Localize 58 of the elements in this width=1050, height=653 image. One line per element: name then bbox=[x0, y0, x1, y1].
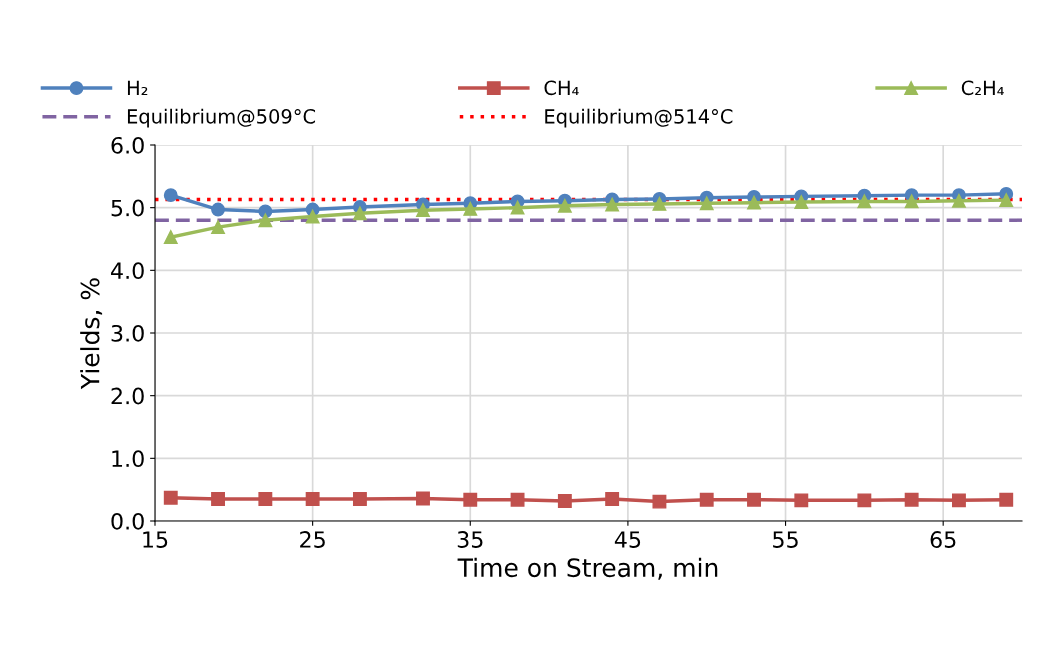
y-tick-label: 3.0 bbox=[111, 324, 144, 342]
point bbox=[416, 491, 430, 506]
point bbox=[352, 492, 367, 507]
y-tick-label: 5.0 bbox=[111, 199, 144, 217]
point bbox=[857, 493, 872, 508]
point bbox=[952, 193, 966, 208]
point bbox=[510, 492, 525, 507]
point bbox=[699, 196, 714, 211]
point bbox=[794, 195, 809, 209]
x-tick-label: 55 bbox=[773, 531, 798, 548]
point bbox=[258, 492, 273, 507]
point bbox=[305, 492, 320, 507]
legend-label: Equilibrium@509°C bbox=[127, 108, 316, 128]
point bbox=[605, 197, 620, 212]
y-axis-title: Yields, % bbox=[80, 278, 103, 390]
point bbox=[652, 196, 667, 211]
point bbox=[557, 198, 572, 213]
point bbox=[952, 493, 966, 508]
y-tick-label: 6.0 bbox=[111, 136, 144, 154]
x-tick-label: 65 bbox=[930, 531, 956, 548]
point bbox=[904, 492, 919, 507]
point bbox=[794, 493, 809, 508]
point bbox=[463, 201, 478, 216]
point bbox=[258, 213, 273, 228]
legend-label: CH₄ bbox=[544, 80, 579, 96]
legend-label: Equilibrium@514°C bbox=[545, 108, 733, 128]
point bbox=[557, 494, 572, 508]
point bbox=[652, 494, 667, 509]
x-axis-title: Time on Stream, min bbox=[457, 557, 718, 580]
point bbox=[211, 202, 225, 217]
x-tick-label: 35 bbox=[457, 531, 483, 548]
x-tick-label: 15 bbox=[143, 531, 168, 548]
point bbox=[605, 492, 620, 507]
point bbox=[510, 200, 525, 215]
point bbox=[747, 195, 761, 210]
point bbox=[163, 188, 178, 203]
point bbox=[416, 203, 430, 218]
point bbox=[999, 492, 1014, 507]
point bbox=[857, 194, 872, 209]
y-tick-label: 0.0 bbox=[111, 512, 144, 530]
point bbox=[999, 193, 1014, 208]
point bbox=[699, 492, 714, 507]
point bbox=[747, 492, 761, 507]
point bbox=[211, 220, 225, 235]
point bbox=[163, 230, 178, 245]
y-tick-label: 1.0 bbox=[112, 450, 144, 468]
point bbox=[163, 490, 178, 505]
x-tick-label: 25 bbox=[300, 531, 325, 548]
point bbox=[211, 492, 225, 507]
point bbox=[463, 492, 478, 507]
y-tick-label: 2.0 bbox=[111, 387, 144, 405]
legend-label: H₂ bbox=[127, 80, 148, 95]
point bbox=[305, 209, 320, 224]
y-tick-label: 4.0 bbox=[111, 262, 144, 280]
x-tick-label: 45 bbox=[614, 531, 641, 548]
point bbox=[352, 206, 367, 221]
legend-label: C₂H₄ bbox=[961, 80, 1004, 96]
point bbox=[904, 194, 919, 209]
